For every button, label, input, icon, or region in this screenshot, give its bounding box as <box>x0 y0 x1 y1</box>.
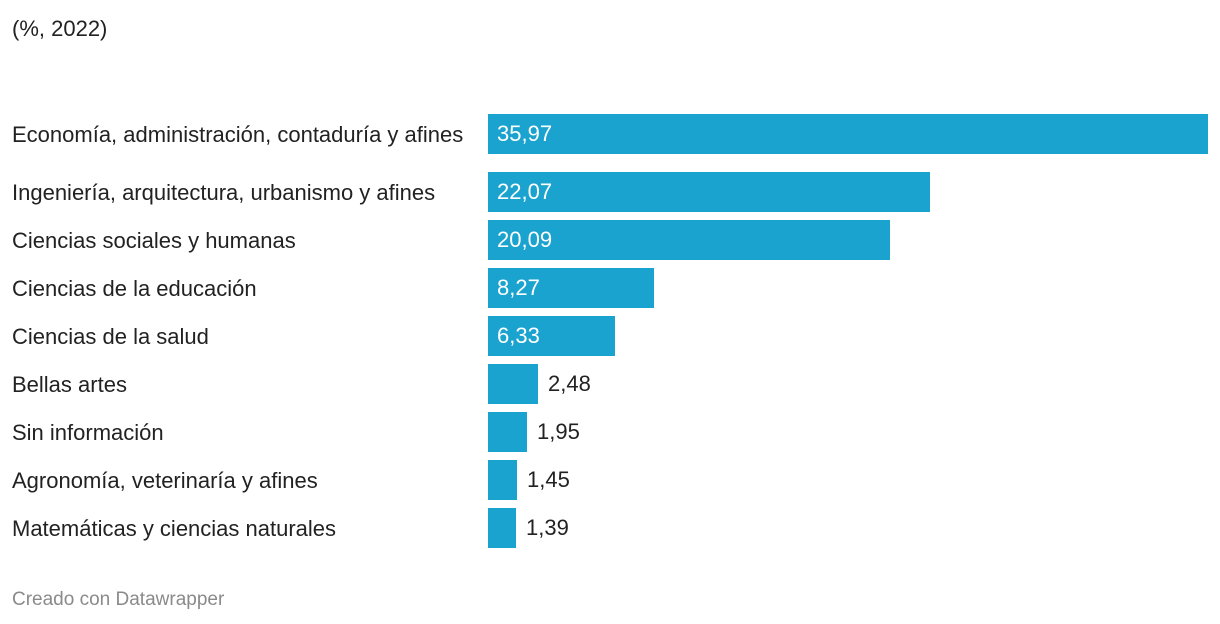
bar-value-label: 1,95 <box>537 419 580 444</box>
bar[interactable] <box>488 172 930 212</box>
category-label: Economía, administración, contaduría y a… <box>12 121 464 147</box>
category-label: Ingeniería, arquitectura, urbanismo y af… <box>12 179 436 205</box>
bar[interactable] <box>488 412 527 452</box>
category-label: Bellas artes <box>12 371 127 397</box>
bar[interactable] <box>488 364 538 404</box>
bar-value-label: 22,07 <box>497 179 553 204</box>
bar-value-label: 2,48 <box>548 371 591 396</box>
bar-value-label: 6,33 <box>497 323 540 348</box>
footer-credit[interactable]: Creado con Datawrapper <box>12 589 225 610</box>
category-label: Ciencias de la salud <box>12 323 209 349</box>
bar[interactable] <box>488 460 517 500</box>
bar-value-label: 35,97 <box>497 121 553 146</box>
bar[interactable] <box>488 508 516 548</box>
bar-value-label: 1,39 <box>526 515 569 540</box>
bar[interactable] <box>488 114 1208 154</box>
bar[interactable] <box>488 316 615 356</box>
bar-value-label: 8,27 <box>497 275 540 300</box>
category-label: Ciencias de la educación <box>12 275 257 301</box>
category-label: Agronomía, veterinaría y afines <box>12 467 318 493</box>
bar[interactable] <box>488 220 890 260</box>
category-label: Ciencias sociales y humanas <box>12 227 296 253</box>
bar[interactable] <box>488 268 654 308</box>
category-label: Matemáticas y ciencias naturales <box>12 515 337 541</box>
category-label: Sin información <box>12 419 164 445</box>
bar-value-label: 1,45 <box>527 467 570 492</box>
bar-value-label: 20,09 <box>497 227 553 252</box>
chart-subtitle: (%, 2022) <box>12 16 108 41</box>
